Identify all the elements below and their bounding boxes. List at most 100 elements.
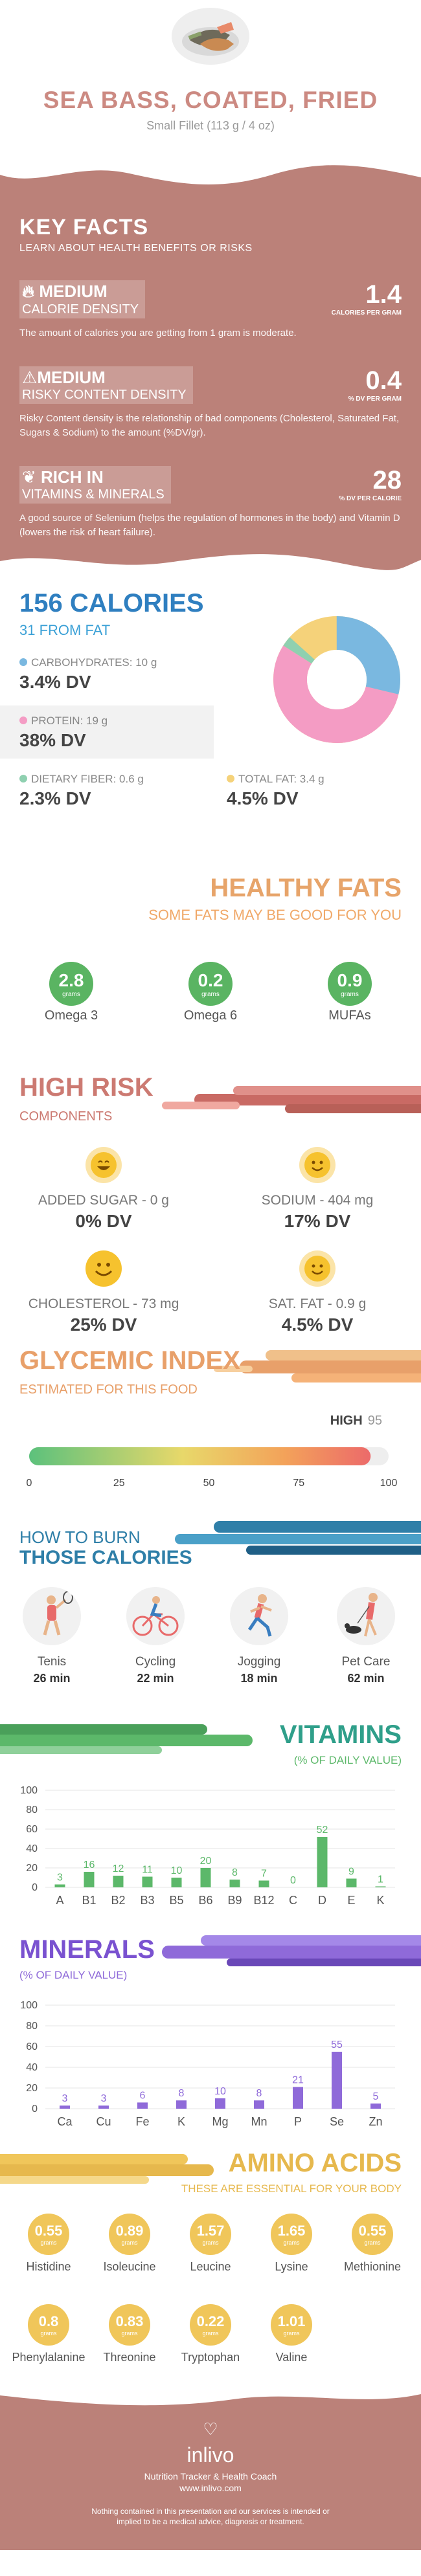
amino-unit: grams — [202, 2330, 219, 2337]
amino-unit: grams — [364, 2239, 381, 2246]
amino-name: Threonine — [103, 2351, 156, 2364]
fact-description: The amount of calories you are getting f… — [19, 328, 297, 339]
amino-histidine: 0.55 grams Histidine — [6, 2214, 91, 2274]
bar — [137, 2102, 148, 2109]
bar-value-label: 12 — [113, 1863, 124, 1874]
high-risk-subtitle: COMPONENTS — [19, 1109, 113, 1124]
category-label: K — [177, 2115, 185, 2128]
macro-label: CARBOHYDRATES: 10 g — [31, 656, 157, 669]
bar — [258, 1880, 269, 1887]
fact-description: A good source of Selenium (helps the reg… — [19, 513, 400, 538]
bar — [60, 2105, 70, 2109]
amino-value: 0.55 — [34, 2223, 63, 2239]
macro-fiber: DIETARY FIBER: 0.6 g 2.3% DV — [0, 764, 214, 817]
bar-value-label: 6 — [140, 2090, 146, 2101]
bar — [113, 1876, 124, 1887]
footer-wave — [0, 2388, 421, 2406]
fact-label: CALORIE DENSITY — [22, 302, 139, 316]
fat-unit: grams — [62, 990, 80, 998]
risk-dv: 17% DV — [284, 1211, 351, 1231]
bar — [171, 1878, 182, 1887]
y-tick-label: 100 — [20, 2000, 38, 2011]
category-label: B2 — [111, 1894, 125, 1907]
fat-value: 0.9 — [337, 970, 363, 990]
amino-name: Valine — [275, 2351, 308, 2364]
activity-jogging: Jogging 18 min — [220, 1587, 298, 1685]
fact-calorie-density: 🔥︎ MEDIUM CALORIE DENSITY 1.4 CALORIES P… — [19, 280, 402, 340]
amino-name: Isoleucine — [103, 2260, 156, 2273]
activity-time: 62 min — [347, 1672, 385, 1685]
amino-name: Lysine — [275, 2260, 308, 2273]
amino-acids-section: AMINO ACIDS THESE ARE ESSENTIAL FOR YOUR… — [0, 2149, 421, 2388]
header-wave — [0, 165, 421, 194]
fat-unit: grams — [341, 990, 359, 998]
burn-title-top: HOW TO BURN — [19, 1527, 141, 1547]
smiling-face-icon — [299, 1250, 336, 1287]
activity-pet-care: Pet Care 62 min — [327, 1587, 405, 1685]
bar — [200, 1868, 211, 1887]
donut-hole — [307, 650, 367, 709]
risk-label: ADDED SUGAR - 0 g — [38, 1193, 169, 1208]
y-tick-label: 0 — [32, 2104, 38, 2115]
fact-value: 28 — [372, 466, 402, 494]
amino-title: AMINO ACIDS — [228, 2149, 402, 2177]
gauge-ticks: 0 25 50 75 100 — [27, 1478, 398, 1489]
category-label: K — [376, 1894, 384, 1907]
footer-disclaimer: Nothing contained in this presentation a… — [91, 2507, 330, 2526]
key-facts-subtitle: LEARN ABOUT HEALTH BENEFITS OR RISKS — [19, 243, 253, 254]
fact-level: MEDIUM — [37, 368, 106, 387]
bar-value-label: 10 — [214, 2086, 226, 2097]
bar-value-label: 11 — [142, 1865, 153, 1876]
category-label: B9 — [227, 1894, 242, 1907]
fact-unit: % DV PER CALORIE — [339, 495, 402, 502]
gauge-tick-label: 100 — [380, 1478, 398, 1489]
category-label: A — [56, 1894, 63, 1907]
risk-dv: 25% DV — [70, 1315, 137, 1335]
category-label: E — [347, 1894, 355, 1907]
amino-value: 0.89 — [115, 2223, 144, 2239]
amino-name: Histidine — [26, 2260, 71, 2273]
calories-title: 156 CALORIES — [19, 589, 204, 617]
bar-value-label: 1 — [378, 1874, 383, 1885]
y-tick-label: 60 — [26, 2041, 38, 2052]
category-label: B12 — [253, 1894, 274, 1907]
bar-value-label: 52 — [317, 1825, 328, 1836]
fact-description: Risky Content density is the relationshi… — [19, 413, 400, 438]
amino-stripes — [0, 2154, 214, 2184]
macro-dv: 38% DV — [19, 730, 86, 750]
macro-label: PROTEIN: 19 g — [31, 715, 108, 727]
activity-time: 26 min — [33, 1672, 71, 1685]
y-tick-label: 80 — [26, 1804, 38, 1815]
amino-unit: grams — [202, 2239, 219, 2246]
y-tick-label: 20 — [26, 1863, 38, 1874]
category-label: P — [294, 2115, 302, 2128]
bar-value-label: 55 — [331, 2039, 343, 2050]
y-tick-label: 40 — [26, 1843, 38, 1854]
footer: ♡ inlivo Nutrition Tracker & Health Coac… — [0, 2388, 421, 2576]
high-risk-section: HIGH RISK COMPONENTS ADDED SUGAR - 0 g 0… — [0, 1042, 421, 1346]
fact-risky-content: ⚠MEDIUM RISKY CONTENT DENSITY 0.4 % DV P… — [19, 366, 402, 440]
flame-icon: 🔥︎ — [22, 282, 35, 301]
footer-url[interactable]: www.inlivo.com — [179, 2483, 242, 2493]
category-label: Fe — [135, 2115, 149, 2128]
y-tick-label: 100 — [20, 1785, 38, 1796]
amino-subtitle: THESE ARE ESSENTIAL FOR YOUR BODY — [181, 2182, 402, 2195]
bar — [375, 1886, 386, 1887]
activity-name: Cycling — [135, 1655, 176, 1669]
risk-label: SODIUM - 404 mg — [261, 1193, 374, 1208]
category-label: B5 — [169, 1894, 183, 1907]
bar — [84, 1872, 95, 1887]
fat-omega3: 2.8 grams Omega 3 — [32, 962, 110, 1023]
fat-dot — [227, 775, 234, 783]
bar-value-label: 16 — [84, 1860, 95, 1871]
runner-icon — [230, 1587, 288, 1645]
bar-value-label: 9 — [348, 1867, 354, 1878]
macro-protein: PROTEIN: 19 g 38% DV — [0, 705, 214, 759]
glycemic-title: GLYCEMIC INDEX — [19, 1346, 240, 1375]
fat-name: Omega 3 — [44, 1008, 98, 1023]
y-tick-label: 80 — [26, 2021, 38, 2032]
bar-value-label: 8 — [256, 2088, 262, 2099]
glycemic-level: HIGH 95 — [330, 1414, 382, 1428]
category-label: B1 — [82, 1894, 96, 1907]
